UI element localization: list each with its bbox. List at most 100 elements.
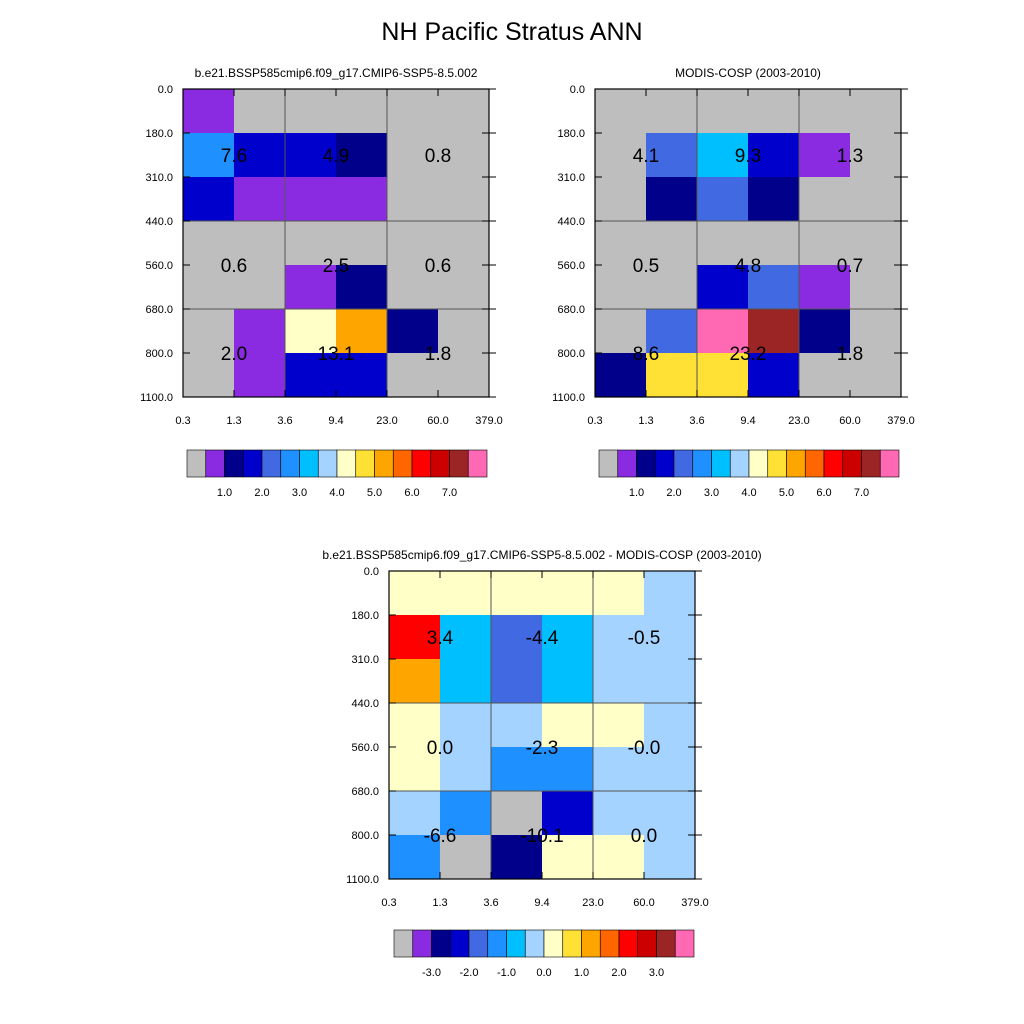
heatmap-cell <box>491 615 543 660</box>
y-tick-label: 310.0 <box>351 654 379 666</box>
heatmap-cell <box>438 89 490 134</box>
block-value-label: 0.0 <box>631 826 657 847</box>
heatmap-cell <box>491 791 543 836</box>
colorbar-label: 2.0 <box>254 487 269 499</box>
block-value-label: -0.5 <box>628 628 661 649</box>
panel-title: MODIS-COSP (2003-2010) <box>675 66 821 80</box>
colorbar-swatch <box>842 449 862 478</box>
heatmap-cell <box>542 659 594 704</box>
block-value-label: 1.8 <box>425 344 451 365</box>
block-value-label: 4.1 <box>633 146 659 167</box>
heatmap-cell <box>438 133 490 178</box>
x-tick-label: 60.0 <box>633 897 654 909</box>
colorbar-label: -1.0 <box>497 967 516 979</box>
colorbar-swatch <box>186 449 207 478</box>
colorbar-label: 1.0 <box>217 487 232 499</box>
block-value-label: 2.0 <box>221 344 247 365</box>
heatmap-cell <box>646 177 698 222</box>
heatmap-cell <box>850 89 902 134</box>
heatmap-cell <box>285 133 337 178</box>
heatmap-cell <box>644 703 696 748</box>
y-tick-label: 310.0 <box>145 172 173 184</box>
colorbar-swatch <box>393 929 414 958</box>
heatmap-cell <box>593 659 645 704</box>
colorbar-swatch <box>411 449 432 478</box>
heatmap-cell <box>285 221 337 266</box>
block-value-label: 2.5 <box>323 256 349 277</box>
y-tick-label: 310.0 <box>557 172 585 184</box>
heatmap-cell <box>285 89 337 134</box>
colorbar-label: 7.0 <box>854 487 869 499</box>
colorbar-swatch <box>637 929 657 958</box>
heatmap-cell <box>595 133 647 178</box>
heatmap-cell <box>438 177 490 222</box>
colorbar-swatch <box>506 929 526 958</box>
heatmap-cell <box>336 309 388 354</box>
colorbar-swatch <box>449 449 469 478</box>
colorbar-label: 1.0 <box>629 487 644 499</box>
y-tick-label: 560.0 <box>557 260 585 272</box>
colorbar-swatch <box>786 449 806 478</box>
x-tick-label: 9.4 <box>328 415 343 427</box>
colorbar-swatch <box>280 449 300 478</box>
heatmap-cell <box>646 265 698 310</box>
heatmap-cell <box>438 221 490 266</box>
main-title: NH Pacific Stratus ANN <box>381 18 643 46</box>
heatmap-cell <box>748 353 800 398</box>
colorbar-swatch <box>449 929 470 958</box>
heatmap-cell <box>595 89 647 134</box>
y-tick-label: 800.0 <box>145 348 173 360</box>
colorbar-swatch <box>673 449 694 478</box>
heatmap-cell <box>850 177 902 222</box>
heatmap-cell <box>183 353 235 398</box>
colorbar-label: 1.0 <box>574 967 589 979</box>
colorbar-swatch <box>336 449 357 478</box>
colorbar-swatch <box>299 449 319 478</box>
colorbar-swatch <box>242 449 263 478</box>
heatmap-cell <box>697 177 749 222</box>
colorbar-swatch <box>317 449 338 478</box>
colorbar-swatch <box>823 449 844 478</box>
colorbar-swatch <box>617 449 637 478</box>
heatmap-cell <box>748 309 800 354</box>
y-tick-label: 800.0 <box>351 830 379 842</box>
heatmap-cell <box>646 133 698 178</box>
colorbar-swatch <box>261 449 282 478</box>
heatmap-cell <box>440 791 492 836</box>
colorbar-swatch <box>618 929 639 958</box>
heatmap-cell <box>387 353 439 398</box>
colorbar-label: 0.0 <box>536 967 551 979</box>
heatmap-cell <box>183 265 235 310</box>
heatmap-cell <box>697 133 749 178</box>
heatmap-cell <box>387 309 439 354</box>
heatmap-cell <box>593 747 645 792</box>
heatmap-cell <box>644 615 696 660</box>
colorbar-label: 7.0 <box>442 487 457 499</box>
heatmap-cell <box>285 177 337 222</box>
y-tick-label: 180.0 <box>557 128 585 140</box>
heatmap-cell <box>389 791 441 836</box>
heatmap-cell <box>542 791 594 836</box>
block-value-label: 23.2 <box>730 344 767 365</box>
heatmap-cell <box>748 265 800 310</box>
heatmap-cell <box>644 571 696 616</box>
heatmap-cell <box>440 835 492 880</box>
x-tick-label: 0.3 <box>587 415 602 427</box>
heatmap-cell <box>799 221 851 266</box>
heatmap-cell <box>336 177 388 222</box>
heatmap-cell <box>438 353 490 398</box>
block-value-label: 0.0 <box>427 738 453 759</box>
heatmap-cell <box>389 571 441 616</box>
heatmap-cell <box>336 221 388 266</box>
y-tick-label: 180.0 <box>351 610 379 622</box>
colorbar-swatch <box>711 449 731 478</box>
x-tick-label: 60.0 <box>839 415 860 427</box>
heatmap-cell <box>387 221 439 266</box>
colorbar-swatch <box>205 449 225 478</box>
y-tick-label: 1100.0 <box>552 392 585 404</box>
block-value-label: 13.1 <box>318 344 355 365</box>
heatmap-cell <box>697 309 749 354</box>
panel-3: b.e21.BSSP585cmip6.f09_g17.CMIP6-SSP5-8.… <box>322 548 761 979</box>
heatmap-cell <box>748 221 800 266</box>
block-value-label: -10.1 <box>520 826 563 847</box>
